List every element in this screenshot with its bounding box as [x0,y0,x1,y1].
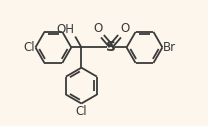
Text: OH: OH [57,23,74,36]
Text: S: S [106,40,116,54]
Text: Cl: Cl [76,105,87,118]
Text: Cl: Cl [23,41,35,54]
Text: O: O [93,22,102,35]
Text: Br: Br [163,41,176,54]
Text: O: O [120,22,129,35]
